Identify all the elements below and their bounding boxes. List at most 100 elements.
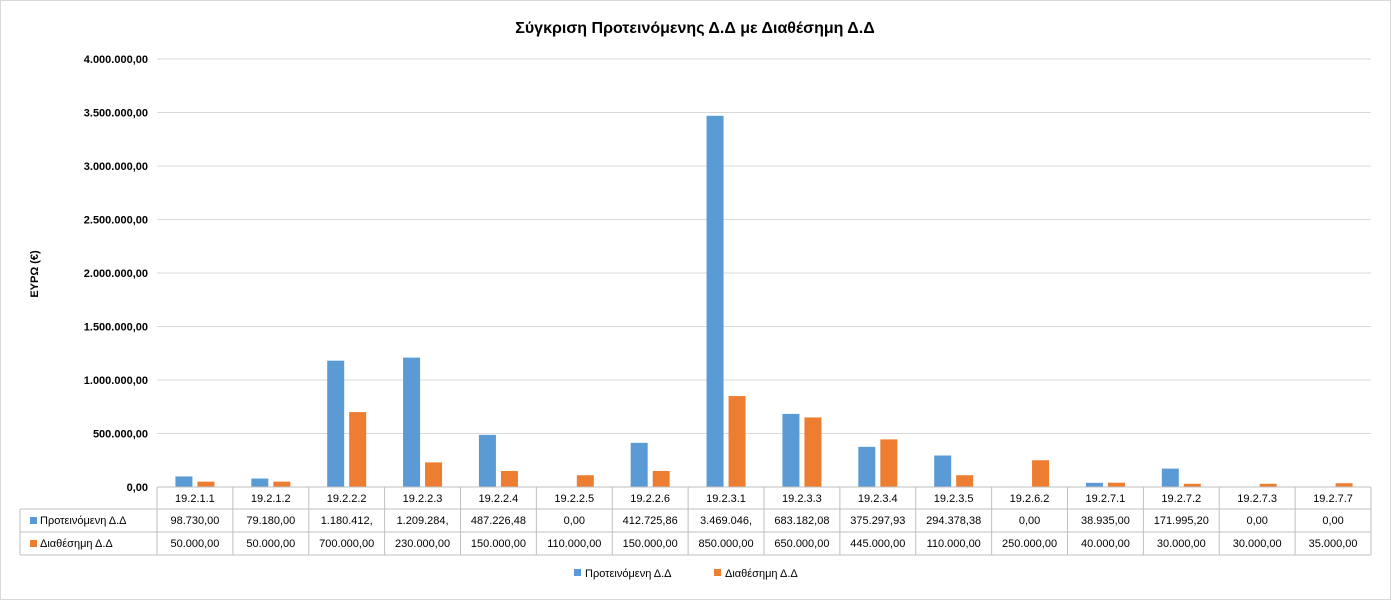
- data-label: 412.725,86: [623, 515, 678, 527]
- data-label: 30.000,00: [1157, 538, 1206, 550]
- data-table: 19.2.1.1 19.2.1.2 19.2.2.2 19.2.2.3 19.2.2.4…: [19, 486, 1372, 556]
- bar-diathesimi: [1335, 483, 1353, 487]
- bar-proteinomeni: [175, 476, 193, 487]
- y-tick-label: 4.000.000,00: [84, 54, 148, 66]
- x-tick-label: 19.2.2.3: [403, 493, 443, 505]
- y-tick-label: 3.000.000,00: [84, 161, 148, 173]
- legend-swatch: [714, 569, 721, 576]
- data-label: 850.000,00: [699, 538, 754, 550]
- legend-swatch: [574, 569, 581, 576]
- bar-proteinomeni: [858, 446, 876, 487]
- bar-diathesimi: [197, 481, 215, 487]
- data-label: 50.000,00: [170, 538, 219, 550]
- x-tick-label: 19.2.7.7: [1313, 493, 1353, 505]
- x-tick-label: 19.2.3.5: [934, 493, 974, 505]
- y-axis-ticks: 0,00 500.000,00 1.000.000,00 1.500.000,00 2.…: [84, 54, 148, 494]
- bar-proteinomeni: [327, 360, 345, 487]
- data-label: 110.000,00: [547, 538, 601, 550]
- data-label: 230.000,00: [395, 538, 450, 550]
- data-label: 98.730,00: [170, 515, 219, 527]
- x-tick-label: 19.2.3.1: [706, 493, 746, 505]
- data-label: 30.000,00: [1233, 538, 1282, 550]
- bar-diathesimi: [1107, 482, 1125, 487]
- x-tick-label: 19.2.2.5: [554, 493, 594, 505]
- bar-diathesimi: [273, 481, 291, 487]
- table-series-name: Διαθέσημη Δ.Δ: [40, 538, 113, 550]
- data-label: 150.000,00: [471, 538, 526, 550]
- bar-proteinomeni: [478, 434, 496, 487]
- x-tick-label: 19.2.7.2: [1161, 493, 1201, 505]
- x-tick-label: 19.2.3.3: [782, 493, 822, 505]
- x-tick-label: 19.2.2.6: [630, 493, 670, 505]
- x-tick-label: 19.2.7.1: [1086, 493, 1126, 505]
- data-label: 40.000,00: [1081, 538, 1130, 550]
- bar-diathesimi: [1032, 460, 1050, 487]
- bar-diathesimi: [728, 396, 746, 487]
- y-tick-label: 500.000,00: [93, 429, 148, 441]
- data-label: 35.000,00: [1309, 538, 1358, 550]
- data-label: 1.209.284,: [397, 515, 449, 527]
- x-tick-label: 19.2.2.2: [327, 493, 367, 505]
- y-tick-label: 2.500.000,00: [84, 215, 148, 227]
- table-legend-key: [30, 540, 37, 547]
- y-tick-label: 3.500.000,00: [84, 108, 148, 120]
- bar-diathesimi: [804, 417, 822, 487]
- data-label: 0,00: [564, 515, 585, 527]
- data-label: 700.000,00: [319, 538, 374, 550]
- bar-diathesimi: [652, 470, 670, 487]
- x-tick-label: 19.2.1.1: [175, 493, 215, 505]
- data-label: 150.000,00: [623, 538, 678, 550]
- table-legend-key: [30, 517, 37, 524]
- data-label: 0,00: [1322, 515, 1343, 527]
- data-label: 650.000,00: [774, 538, 829, 550]
- bar-diathesimi: [349, 412, 367, 487]
- legend: Προτεινόμενη Δ.Δ Διαθέσημη Δ.Δ: [574, 568, 798, 580]
- data-label: 294.378,38: [926, 515, 981, 527]
- bar-diathesimi: [576, 475, 594, 487]
- data-label: 375.297,93: [850, 515, 905, 527]
- legend-label: Προτεινόμενη Δ.Δ: [585, 568, 672, 580]
- data-label: 110.000,00: [927, 538, 981, 550]
- bar-proteinomeni: [1085, 482, 1103, 487]
- data-label: 250.000,00: [1002, 538, 1057, 550]
- data-label: 487.226,48: [471, 515, 526, 527]
- x-tick-label: 19.2.7.3: [1237, 493, 1277, 505]
- data-label: 79.180,00: [246, 515, 295, 527]
- bar-diathesimi: [1183, 483, 1201, 487]
- bar-proteinomeni: [630, 442, 648, 487]
- y-tick-label: 1.000.000,00: [84, 375, 148, 387]
- bar-diathesimi: [425, 462, 443, 487]
- bar-proteinomeni: [403, 357, 421, 487]
- table-series-name: Προτεινόμενη Δ.Δ: [40, 515, 127, 527]
- bar-proteinomeni: [934, 455, 952, 487]
- bar-diathesimi: [1259, 483, 1277, 487]
- y-tick-label: 1.500.000,00: [84, 322, 148, 334]
- y-tick-label: 2.000.000,00: [84, 268, 148, 280]
- legend-label: Διαθέσημη Δ.Δ: [725, 568, 798, 580]
- y-tick-label: 0,00: [127, 482, 148, 494]
- data-label: 171.995,20: [1154, 515, 1209, 527]
- y-axis-label: ΕΥΡΩ (€): [29, 250, 41, 298]
- bars: [175, 115, 1353, 488]
- data-label: 38.935,00: [1081, 515, 1130, 527]
- x-tick-label: 19.2.2.4: [479, 493, 519, 505]
- data-label: 50.000,00: [246, 538, 295, 550]
- data-label: 0,00: [1019, 515, 1040, 527]
- bar-proteinomeni: [1161, 468, 1179, 487]
- bar-proteinomeni: [251, 478, 269, 487]
- data-label: 1.180.412,: [321, 515, 373, 527]
- data-label: 683.182,08: [774, 515, 829, 527]
- x-tick-label: 19.2.6.2: [1010, 493, 1050, 505]
- bar-diathesimi: [500, 470, 518, 487]
- bar-proteinomeni: [782, 413, 800, 487]
- data-label: 3.469.046,: [700, 515, 752, 527]
- bar-proteinomeni: [706, 115, 724, 488]
- x-tick-label: 19.2.3.4: [858, 493, 898, 505]
- bar-diathesimi: [880, 439, 898, 487]
- data-label: 0,00: [1246, 515, 1267, 527]
- chart-title: Σύγκριση Προτεινόμενης Δ.Δ με Διαθέσημη …: [515, 20, 874, 37]
- bar-diathesimi: [956, 475, 974, 487]
- data-label: 445.000,00: [850, 538, 905, 550]
- x-tick-label: 19.2.1.2: [251, 493, 291, 505]
